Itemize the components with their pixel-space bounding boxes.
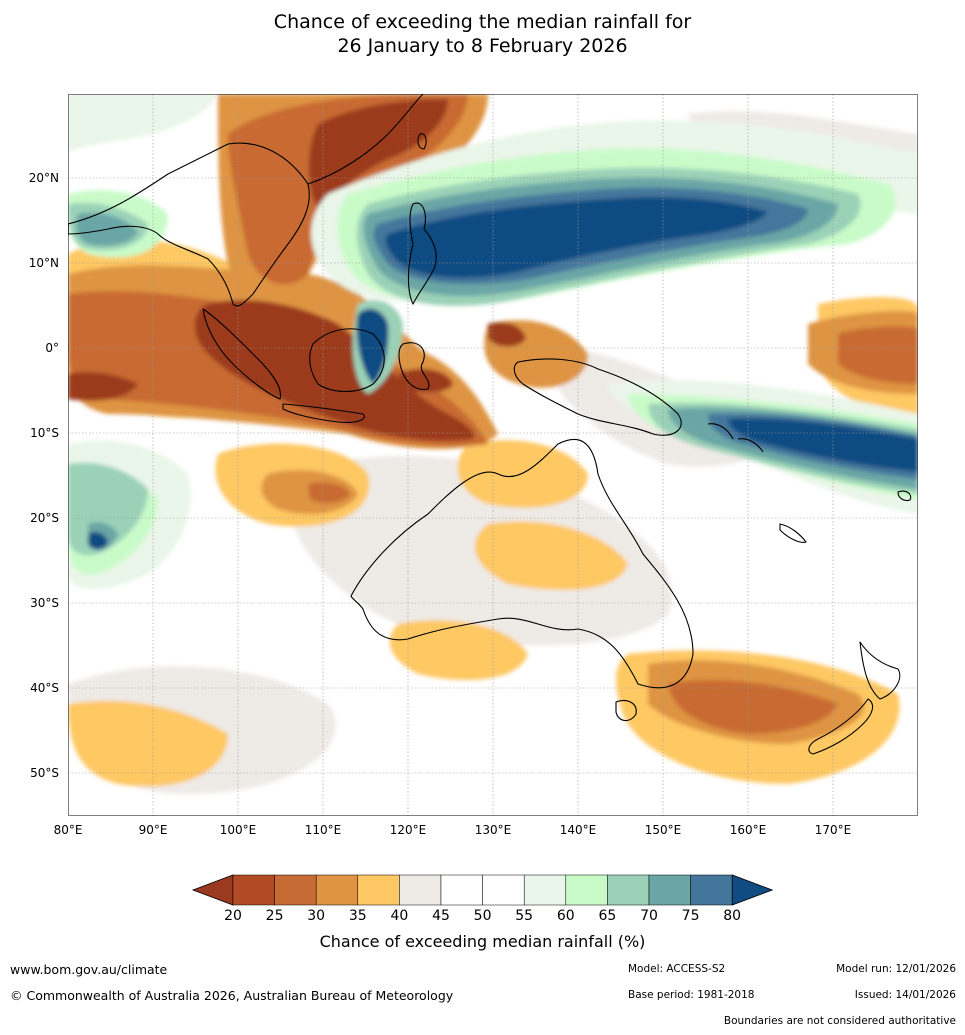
new-zealand-south-coastline (808, 698, 874, 755)
colorbar-title: Chance of exceeding median rainfall (%) (319, 932, 646, 951)
model-text: Model: ACCESS-S2 (628, 963, 726, 975)
copyright-text: © Commonwealth of Australia 2026, Austra… (10, 988, 454, 1003)
lat-label-50s: 50°S (30, 766, 59, 780)
colorbar-box-20-25 (232, 874, 275, 906)
colorbar-tick-70: 70 (640, 908, 658, 924)
colorbar-box-55-60 (523, 874, 567, 906)
lon-label-160e: 160°E (729, 823, 767, 837)
colorbar-tick-20: 20 (224, 908, 242, 924)
fiji-coastline (897, 490, 912, 502)
colorbar-extend-low (191, 874, 234, 906)
colorbar-extend-high (731, 874, 774, 906)
boundaries-note: Boundaries are not considered authoritat… (723, 1015, 956, 1027)
colorbar-box-50-55 (482, 874, 525, 906)
rainfall-shading (68, 94, 918, 794)
colorbar-box-40-45 (399, 874, 442, 906)
lon-label-80e: 80°E (53, 823, 83, 837)
colorbar-tick-35: 35 (348, 908, 367, 924)
lat-label-equator: 0° (45, 341, 59, 355)
lat-label-20s: 20°S (30, 511, 59, 525)
java-coastline (282, 403, 365, 423)
lon-label-130e: 130°E (474, 823, 512, 837)
colorbar-tick-45: 45 (432, 908, 450, 924)
taiwan-coastline (417, 133, 427, 150)
new-guinea-coastline (513, 358, 682, 436)
lat-label-20n: 20°N (28, 171, 59, 185)
colorbar-box-60-65 (565, 874, 608, 906)
issued-text: Issued: 14/01/2026 (854, 989, 956, 1001)
colorbar-tick-75: 75 (681, 908, 700, 924)
lon-label-110e: 110°E (304, 823, 342, 837)
colorbar-box-30-35 (315, 874, 359, 906)
colorbar-tick-65: 65 (598, 908, 617, 924)
colorbar-box-65-70 (607, 874, 650, 906)
china-coastline (307, 94, 424, 185)
new-caledonia-coastline (779, 523, 807, 543)
model-run-text: Model run: 12/01/2026 (836, 963, 956, 975)
colorbar-tick-80: 80 (723, 908, 742, 924)
colorbar-box-35-40 (357, 874, 400, 906)
tasmania-coastline (615, 699, 637, 722)
australia-coastline (350, 439, 694, 689)
website-link[interactable]: www.bom.gov.au/climate (10, 962, 168, 977)
map-title: Chance of exceeding the median rainfall … (0, 10, 965, 58)
sulawesi-coastline (398, 342, 430, 390)
lon-label-140e: 140°E (559, 823, 597, 837)
lon-label-90e: 90°E (138, 823, 168, 837)
new-zealand-north-coastline (859, 641, 901, 700)
rainfall-map (68, 94, 918, 816)
colorbar-box-75-80 (690, 874, 733, 906)
asia-mainland-coastline (68, 142, 310, 307)
coastlines (68, 94, 912, 755)
lon-label-170e: 170°E (814, 823, 852, 837)
lon-label-120e: 120°E (389, 823, 427, 837)
colorbar-tick-60: 60 (556, 908, 575, 924)
rainfall-map-svg (68, 94, 918, 816)
title-line-1: Chance of exceeding the median rainfall … (273, 11, 692, 33)
colorbar-box-45-50 (440, 874, 483, 906)
lon-label-150e: 150°E (644, 823, 682, 837)
solomon-islands-coastline (707, 423, 764, 453)
colorbar-tick-40: 40 (390, 908, 409, 924)
base-period-text: Base period: 1981-2018 (628, 989, 755, 1001)
lon-label-100e: 100°E (219, 823, 257, 837)
borneo-coastline (309, 328, 385, 393)
colorbar (191, 874, 774, 906)
colorbar-box-25-30 (274, 874, 317, 906)
lat-label-10s: 10°S (30, 426, 59, 440)
graticule (68, 94, 918, 816)
colorbar-tick-25: 25 (265, 908, 284, 924)
lat-label-40s: 40°S (30, 681, 59, 695)
lat-label-10n: 10°N (28, 256, 59, 270)
colorbar-tick-55: 55 (515, 908, 534, 924)
colorbar-tick-50: 50 (473, 908, 492, 924)
philippines-coastline (407, 202, 437, 305)
colorbar-tick-30: 30 (307, 908, 326, 924)
colorbar-box-70-75 (648, 874, 691, 906)
sumatra-coastline (202, 308, 282, 400)
title-line-2: 26 January to 8 February 2026 (337, 35, 628, 57)
map-frame (68, 94, 918, 816)
lat-label-30s: 30°S (30, 596, 59, 610)
